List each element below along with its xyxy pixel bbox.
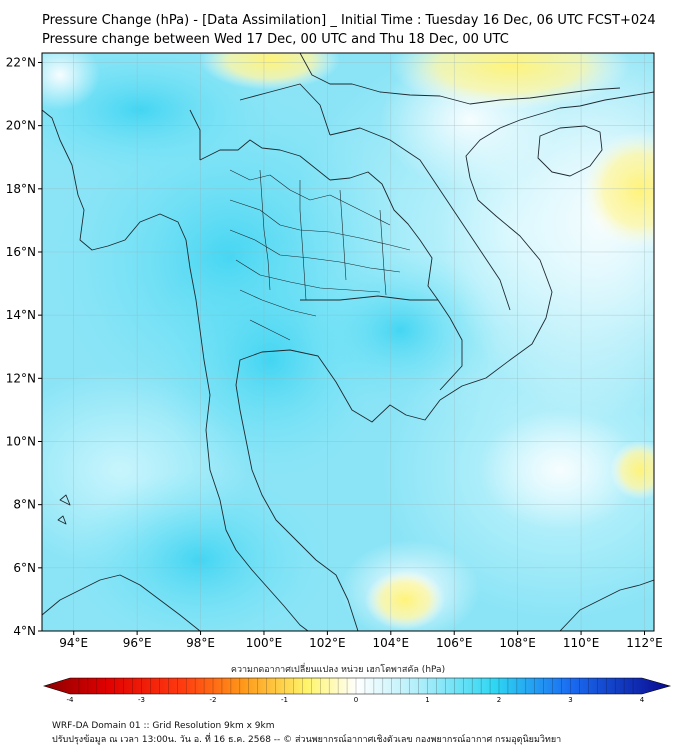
island-small-1	[59, 494, 71, 506]
colorbar-tick-label: 4	[640, 696, 645, 704]
border-laos-thailand	[329, 171, 439, 301]
thailand-provinces	[229, 169, 411, 341]
lat-label: 20°N	[6, 119, 36, 133]
border-myanmar-east	[189, 109, 201, 160]
lon-label: 106°E	[436, 636, 473, 650]
lon-label: 112°E	[626, 636, 663, 650]
colorbar-tick-label: -2	[210, 696, 217, 704]
lon-label: 100°E	[246, 636, 283, 650]
footer: WRF-DA Domain 01 :: Grid Resolution 9km …	[52, 719, 561, 747]
border-myanmar-thailand	[199, 139, 331, 181]
footer-line-1: WRF-DA Domain 01 :: Grid Resolution 9km …	[52, 721, 275, 731]
border-laos-vietnam	[329, 127, 511, 311]
island-small-2	[57, 515, 67, 525]
coastline-vietnam	[439, 91, 654, 401]
border-china-south	[239, 83, 331, 136]
border-cambodia	[300, 295, 463, 391]
chart-title-block: Pressure Change (hPa) - [Data Assimilati…	[42, 11, 656, 49]
lat-label: 10°N	[6, 434, 36, 448]
colorbar-caption: ความกดอากาศเปลี่ยนแปลง หน่วย เฮกโตพาสคัล…	[230, 665, 446, 675]
map-frame	[41, 52, 655, 632]
lat-label: 6°N	[13, 561, 36, 575]
lon-label: 94°E	[59, 636, 88, 650]
lon-label: 96°E	[123, 636, 152, 650]
colorbar-tick-label: -3	[138, 696, 145, 704]
colorbar-tick-label: 1	[425, 696, 429, 704]
lon-label: 110°E	[563, 636, 600, 650]
lat-label: 12°N	[6, 371, 36, 385]
coastline-china	[299, 53, 621, 105]
lat-label: 18°N	[6, 182, 36, 196]
lon-label: 98°E	[186, 636, 215, 650]
colorbar-tick-label: 3	[568, 696, 572, 704]
colorbar-gradient	[42, 677, 672, 695]
coastline-peninsula-west	[219, 499, 309, 631]
hainan-island	[537, 125, 603, 177]
coastline-sumatra	[42, 574, 201, 631]
lon-label: 102°E	[309, 636, 346, 650]
map-subtitle: Pressure change between Wed 17 Dec, 00 U…	[42, 32, 509, 47]
lat-label: 8°N	[13, 498, 36, 512]
colorbar-tick-label: -1	[281, 696, 288, 704]
lat-label: 16°N	[6, 245, 36, 259]
graticule	[42, 53, 654, 631]
coastline-myanmar	[42, 109, 221, 501]
longitude-tick-labels: 94°E 96°E 98°E 100°E 102°E 104°E 106°E 108°E 110…	[59, 631, 663, 650]
coastlines-borders	[42, 53, 654, 631]
latitude-tick-labels: 22°N 20°N 18°N 16°N 14°N 12°N 10°N 8°N 6°N 4°N	[6, 55, 42, 638]
colorbar-tick-label: 2	[497, 696, 501, 704]
lat-label: 22°N	[6, 55, 36, 69]
pressure-field	[42, 53, 654, 631]
colorbar: -4 -3 -2 -1 0 1 2 3 4	[42, 677, 672, 704]
lat-label: 14°N	[6, 308, 36, 322]
coastline-borneo	[559, 579, 654, 631]
lon-label: 108°E	[499, 636, 536, 650]
footer-line-2: ปรับปรุงข้อมูล ณ เวลา 13:00น. วัน อ. ที่…	[52, 735, 562, 745]
colorbar-tick-label: -4	[67, 696, 75, 704]
lon-label: 104°E	[373, 636, 410, 650]
lat-label: 4°N	[13, 624, 36, 638]
coastline-gulf-thailand	[235, 349, 441, 631]
map-title: Pressure Change (hPa) - [Data Assimilati…	[42, 13, 656, 28]
colorbar-tick-marks: -4 -3 -2 -1 0 1 2 3 4	[67, 678, 645, 704]
colorbar-tick-label: 0	[354, 696, 358, 704]
